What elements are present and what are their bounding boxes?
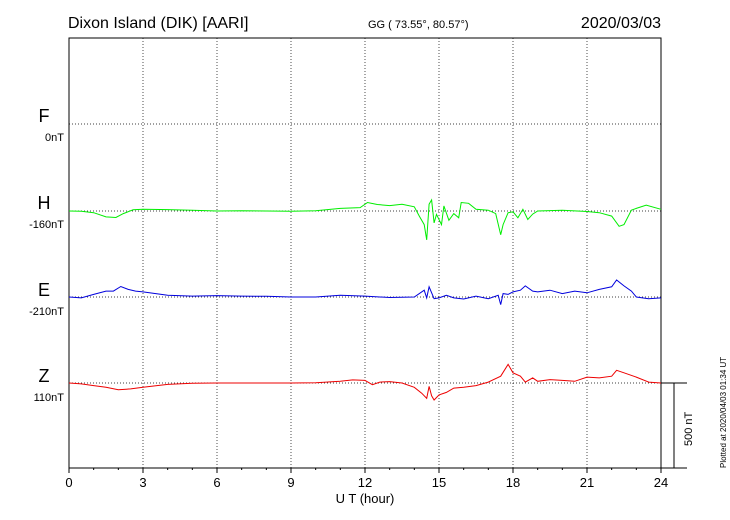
series-name-e: E [38, 280, 50, 300]
scale-bar-label: 500 nT [683, 411, 695, 446]
x-axis-label: U T (hour) [336, 491, 395, 506]
series-line-h [68, 198, 662, 240]
x-tick-label: 9 [287, 475, 294, 490]
series-baseline-h: -160nT [29, 219, 64, 231]
x-tick-label: 0 [65, 475, 72, 490]
x-tick-label: 6 [213, 475, 220, 490]
series-labels: F 0nT H -160nT E -210nT Z 110nT [29, 106, 64, 404]
date-label: 2020/03/03 [581, 15, 661, 32]
coords-label: GG ( 73.55°, 80.57°) [368, 19, 469, 31]
series-baseline-f: 0nT [45, 132, 64, 144]
x-tick-label: 12 [358, 475, 372, 490]
series-line-e [68, 279, 662, 305]
plotted-note: Plotted at 2020/04/03 01:34 UT [719, 357, 728, 468]
x-tick-label: 3 [139, 475, 146, 490]
series-line-z [68, 363, 662, 401]
series-baseline-e: -210nT [29, 306, 64, 318]
series-name-h: H [38, 193, 51, 213]
series-lines [68, 198, 662, 401]
series-name-f: F [39, 106, 50, 126]
x-tick-label: 15 [432, 475, 446, 490]
x-axis: 0 3 6 9 12 15 18 21 24 [65, 468, 668, 490]
station-title: Dixon Island (DIK) [AARI] [68, 15, 249, 32]
series-name-z: Z [39, 366, 50, 386]
x-tick-label: 24 [654, 475, 668, 490]
scale-bar: 500 nT [661, 382, 695, 469]
x-tick-label: 18 [506, 475, 520, 490]
plot-frame [68, 37, 662, 469]
grid [69, 38, 661, 468]
series-baseline-z: 110nT [34, 392, 65, 404]
x-tick-label: 21 [580, 475, 594, 490]
